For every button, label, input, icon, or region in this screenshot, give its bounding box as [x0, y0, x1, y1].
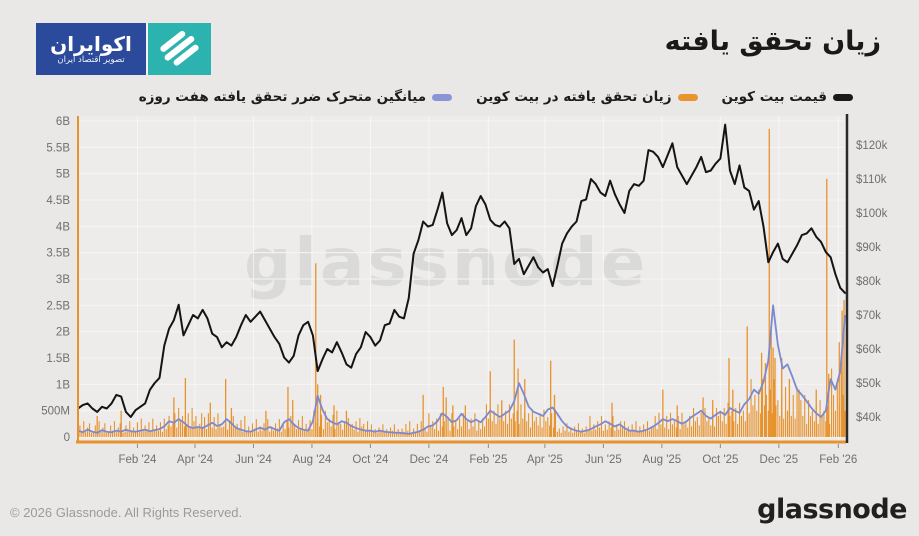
y-left-label: 500M: [41, 406, 70, 418]
y-left-label: 1.5B: [46, 353, 70, 365]
glassnode-logo: glassnode: [757, 494, 907, 525]
x-tick-label: Aug '25: [643, 454, 682, 466]
y-right-label: $40k: [856, 412, 881, 424]
copyright-text: © 2026 Glassnode. All Rights Reserved.: [10, 505, 243, 520]
y-right-label: $110k: [856, 174, 887, 186]
loss-legend-label: زیان تحقق یافته در بیت کوین: [476, 89, 672, 105]
ecoiran-logo-subtitle: تصویر اقتصاد ایران: [57, 54, 125, 65]
ecoiran-emblem-icon: [159, 30, 199, 66]
y-right-label: $120k: [856, 140, 888, 152]
y-left-label: 1B: [56, 379, 70, 391]
y-right-label: $70k: [856, 310, 881, 322]
loss-spikes: [96, 128, 845, 437]
legend-item-price: قیمت بیت کوین: [721, 89, 853, 105]
y-left-label: 2B: [56, 327, 70, 339]
y-right-label: $90k: [856, 242, 881, 254]
x-tick-label: Apr '24: [177, 454, 214, 466]
y-right-label: $60k: [856, 344, 881, 356]
ecoiran-logo: اکوایران تصویر اقتصاد ایران: [36, 23, 211, 75]
x-tick-label: Feb '25: [469, 454, 507, 466]
legend-item-loss: زیان تحقق یافته در بیت کوین: [476, 89, 698, 105]
x-tick-label: Apr '25: [527, 454, 563, 466]
y-right-label: $50k: [856, 378, 881, 390]
x-tick-label: Jun '24: [235, 454, 272, 466]
x-tick-label: Dec '25: [760, 454, 799, 466]
y-left-label: 3.5B: [46, 248, 70, 260]
x-tick-label: Jun '25: [585, 454, 622, 466]
y-left-label: 4B: [56, 221, 70, 233]
y-right-label: $80k: [856, 276, 881, 288]
y-left-label: 6B: [56, 116, 70, 128]
chart-legend: قیمت بیت کوین زیان تحقق یافته در بیت کوی…: [139, 89, 853, 105]
glassnode-watermark: glassnode: [244, 224, 649, 301]
x-tick-label: Aug '24: [293, 454, 332, 466]
ma-legend-label: میانگین متحرک ضرر تحقق یافته هفت روزه: [138, 89, 427, 105]
ma-legend-swatch: [432, 93, 453, 101]
loss-legend-swatch: [677, 93, 698, 101]
y-left-label: 4.5B: [46, 195, 70, 207]
x-tick-label: Oct '25: [702, 454, 738, 466]
logo-divider: [146, 23, 148, 75]
x-tick-label: Oct '24: [352, 454, 389, 466]
x-tick-label: Feb '26: [819, 454, 857, 466]
ecoiran-logo-emblem: [148, 23, 211, 75]
page-title: زیان تحقق یافته: [664, 26, 881, 57]
ecoiran-logo-title: اکوایران: [50, 31, 132, 56]
y-right-label: $100k: [856, 208, 888, 220]
legend-item-ma: میانگین متحرک ضرر تحقق یافته هفت روزه: [138, 89, 453, 105]
price-legend-swatch: [833, 93, 853, 101]
y-left-label: 5B: [56, 169, 70, 181]
y-left-label: 3B: [56, 274, 70, 286]
price-line: [77, 123, 846, 418]
loss-bars: [77, 368, 846, 437]
y-left-label: 0: [64, 432, 70, 444]
x-tick-label: Dec '24: [410, 454, 449, 466]
x-tick-label: Feb '24: [118, 454, 157, 466]
price-legend-label: قیمت بیت کوین: [721, 89, 828, 105]
y-left-label: 2.5B: [46, 300, 70, 312]
ma-line: [77, 304, 846, 435]
y-left-label: 5.5B: [46, 142, 70, 154]
ecoiran-logo-text-block: اکوایران تصویر اقتصاد ایران: [36, 23, 146, 75]
